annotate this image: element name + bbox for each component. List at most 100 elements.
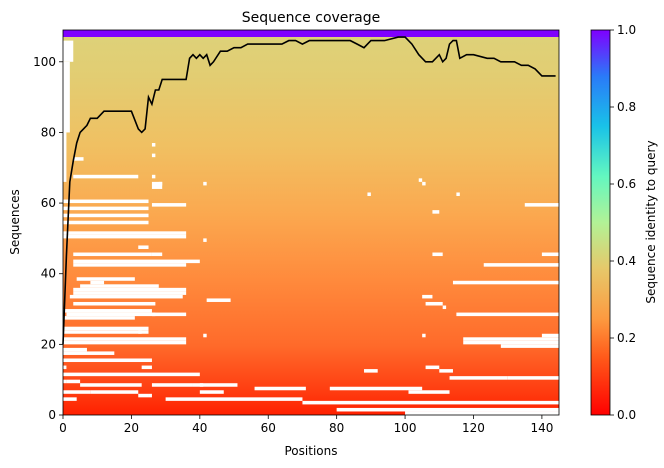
coverage-gap	[63, 326, 149, 331]
coverage-gap	[422, 294, 433, 299]
coverage-gap	[151, 174, 156, 179]
coverage-gaps	[63, 40, 559, 415]
coverage-gap	[151, 383, 193, 387]
chart-title: Sequence coverage	[242, 10, 381, 26]
coverage-gap	[463, 337, 559, 341]
colorbar-tick-label: 0.4	[617, 254, 636, 268]
plot-area	[62, 29, 560, 416]
coverage-gap	[69, 294, 183, 299]
coverage-gap	[63, 309, 152, 313]
x-tick-label: 0	[59, 421, 67, 435]
coverage-gap	[73, 291, 187, 295]
x-axis-label: Positions	[285, 444, 338, 458]
coverage-gap	[80, 284, 159, 288]
coverage-gap	[158, 181, 163, 186]
y-tick-label: 20	[41, 337, 56, 351]
coverage-gap	[302, 400, 559, 405]
y-tick-label: 40	[41, 267, 56, 281]
coverage-gap	[66, 379, 81, 384]
coverage-gap	[73, 263, 187, 267]
coverage-gap	[408, 390, 450, 394]
coverage-gap	[63, 199, 149, 204]
coverage-gap	[151, 181, 163, 189]
coverage-gap	[541, 333, 559, 338]
coverage-gap	[90, 280, 105, 285]
coverage-gap	[439, 369, 453, 373]
coverage-gap	[63, 61, 70, 133]
coverage-gap	[63, 365, 67, 370]
coverage-gap	[73, 259, 200, 264]
coverage-gap	[73, 287, 187, 292]
coverage-gap	[63, 379, 67, 384]
y-tick-label: 0	[48, 408, 56, 422]
coverage-gap	[151, 143, 156, 147]
colorbar-tick-label: 1.0	[617, 23, 636, 37]
coverage-gap	[63, 231, 187, 235]
coverage-gap	[456, 192, 460, 197]
coverage-gap	[425, 301, 443, 306]
colorbar-tick-label: 0.8	[617, 100, 636, 114]
coverage-gap	[63, 234, 187, 239]
colorbar-label: Sequence identity to query	[644, 140, 658, 303]
coverage-gap	[138, 245, 149, 249]
coverage-gap	[432, 252, 443, 257]
coverage-gap	[524, 203, 559, 207]
coverage-gap	[63, 316, 135, 320]
coverage-gap	[336, 407, 559, 412]
coverage-gap	[364, 369, 378, 373]
coverage-gap	[66, 312, 156, 317]
coverage-gap	[422, 333, 426, 338]
coverage-gap	[367, 192, 371, 197]
coverage-gap	[422, 181, 426, 186]
x-tick-label: 60	[261, 421, 276, 435]
x-tick-label: 80	[329, 421, 344, 435]
coverage-gap	[63, 132, 67, 182]
coverage-gap	[73, 157, 84, 161]
coverage-gap	[500, 344, 559, 348]
coverage-gap	[541, 252, 559, 257]
coverage-gap	[151, 203, 187, 207]
coverage-gap	[63, 330, 142, 334]
colorbar-tick-label: 0.6	[617, 177, 636, 191]
x-tick-label: 40	[192, 421, 207, 435]
coverage-gap	[165, 397, 303, 401]
coverage-gap	[138, 330, 149, 334]
coverage-gap	[80, 383, 142, 387]
coverage-gap	[507, 376, 559, 380]
query-sequence-row	[63, 30, 559, 37]
coverage-gap	[452, 280, 559, 285]
coverage-gap	[63, 397, 77, 401]
coverage-gap	[138, 393, 149, 398]
x-tick-label: 100	[394, 421, 417, 435]
coverage-gap	[63, 337, 187, 341]
coverage-gap	[73, 252, 152, 257]
coverage-gap	[63, 213, 149, 218]
coverage-gap	[73, 174, 139, 179]
coverage-gap	[203, 181, 207, 186]
coverage-gap	[329, 386, 423, 391]
coverage-gap	[151, 153, 156, 158]
coverage-gap	[141, 365, 152, 370]
coverage-gap	[192, 383, 204, 387]
coverage-gap	[206, 298, 231, 302]
colorbar-tick-label: 0.0	[617, 408, 636, 422]
coverage-gap	[76, 277, 135, 281]
plot-frame	[62, 29, 560, 416]
coverage-gap	[63, 390, 91, 394]
coverage-gap	[425, 365, 440, 370]
x-tick-label: 140	[530, 421, 553, 435]
coverage-gap	[63, 340, 187, 345]
y-axis-label: Sequences	[8, 189, 22, 254]
x-tick-label: 120	[462, 421, 485, 435]
coverage-gap	[199, 383, 238, 387]
coverage-gap	[151, 252, 163, 257]
coverage-gap	[90, 390, 139, 394]
coverage-gap	[63, 347, 87, 352]
coverage-line	[62, 36, 556, 345]
coverage-gap	[199, 390, 224, 394]
coverage-gap	[442, 305, 447, 310]
y-tick-label: 100	[33, 55, 56, 69]
coverage-gap	[418, 178, 423, 182]
x-axis: 0 20 40 60 80 100 120 140	[59, 415, 553, 435]
